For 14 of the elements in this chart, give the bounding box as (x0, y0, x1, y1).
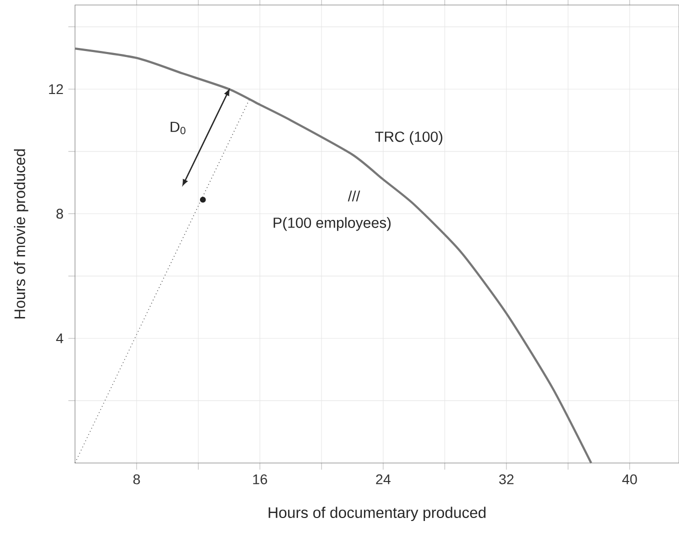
x-tick-label: 24 (376, 474, 391, 484)
y-tick-label: 8 (56, 208, 64, 219)
annotation: TRC (100) (375, 131, 442, 145)
x-tick-label: 40 (622, 474, 637, 484)
annotation: P(100 employees) (274, 217, 391, 231)
y-tick-label: 12 (49, 84, 63, 94)
y-tick-label: 4 (56, 334, 64, 344)
x-tick-label: 8 (133, 474, 140, 484)
x-axis-title: Hours of documentary produced (268, 506, 486, 522)
annotation: D$_{0}$ (170, 122, 186, 134)
x-tick-label: 32 (499, 474, 514, 484)
annotation: /// (348, 190, 360, 202)
x-tick-label: 16 (253, 474, 268, 484)
y-axis-title: Hours of movie produced (14, 149, 28, 318)
